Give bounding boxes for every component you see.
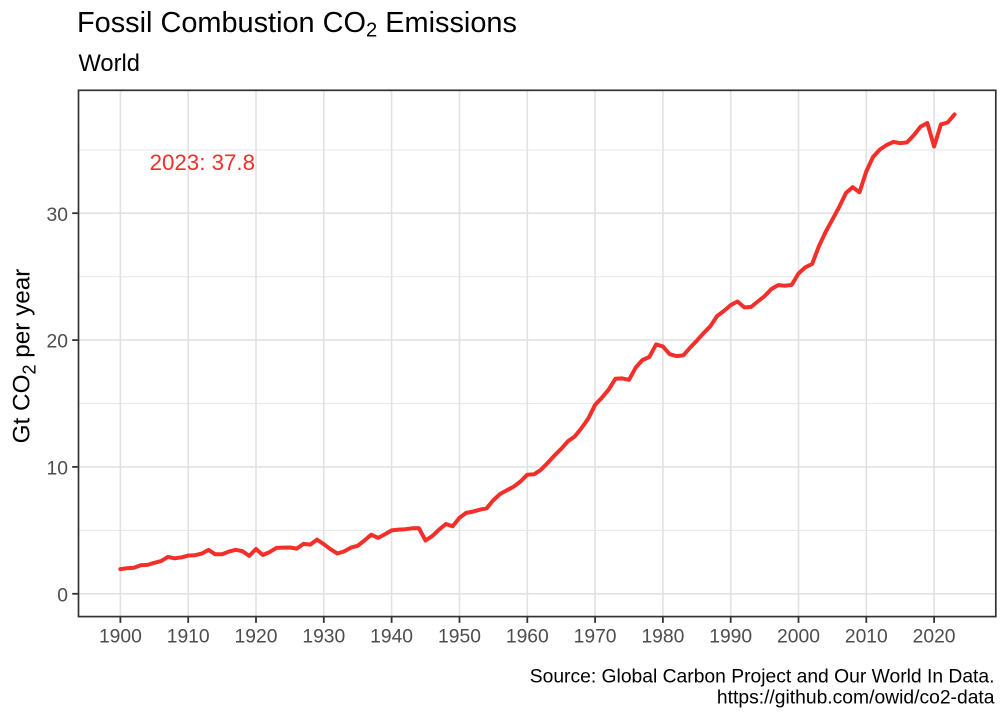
svg-text:1910: 1910 xyxy=(167,626,210,647)
svg-text:2010: 2010 xyxy=(845,626,888,647)
svg-text:1960: 1960 xyxy=(506,626,549,647)
svg-text:1990: 1990 xyxy=(709,626,752,647)
svg-text:1930: 1930 xyxy=(302,626,345,647)
svg-text:1940: 1940 xyxy=(370,626,413,647)
svg-text:World: World xyxy=(79,51,140,77)
svg-text:2020: 2020 xyxy=(913,626,956,647)
svg-text:2023: 37.8: 2023: 37.8 xyxy=(150,150,255,175)
svg-text:20: 20 xyxy=(47,332,68,353)
svg-text:https://github.com/owid/co2-da: https://github.com/owid/co2-data xyxy=(717,688,995,709)
svg-text:1970: 1970 xyxy=(574,626,617,647)
svg-text:1950: 1950 xyxy=(438,626,481,647)
svg-text:1900: 1900 xyxy=(99,626,142,647)
svg-text:1920: 1920 xyxy=(235,626,278,647)
svg-text:0: 0 xyxy=(57,585,68,606)
svg-text:2000: 2000 xyxy=(777,626,820,647)
svg-text:Gt CO2 per year: Gt CO2 per year xyxy=(8,269,39,444)
svg-text:10: 10 xyxy=(47,459,68,480)
svg-text:Fossil Combustion CO2 Emission: Fossil Combustion CO2 Emissions xyxy=(77,7,517,41)
svg-text:Source: Global Carbon Project: Source: Global Carbon Project and Our Wo… xyxy=(530,666,995,687)
svg-text:30: 30 xyxy=(47,205,68,226)
svg-text:1980: 1980 xyxy=(641,626,684,647)
